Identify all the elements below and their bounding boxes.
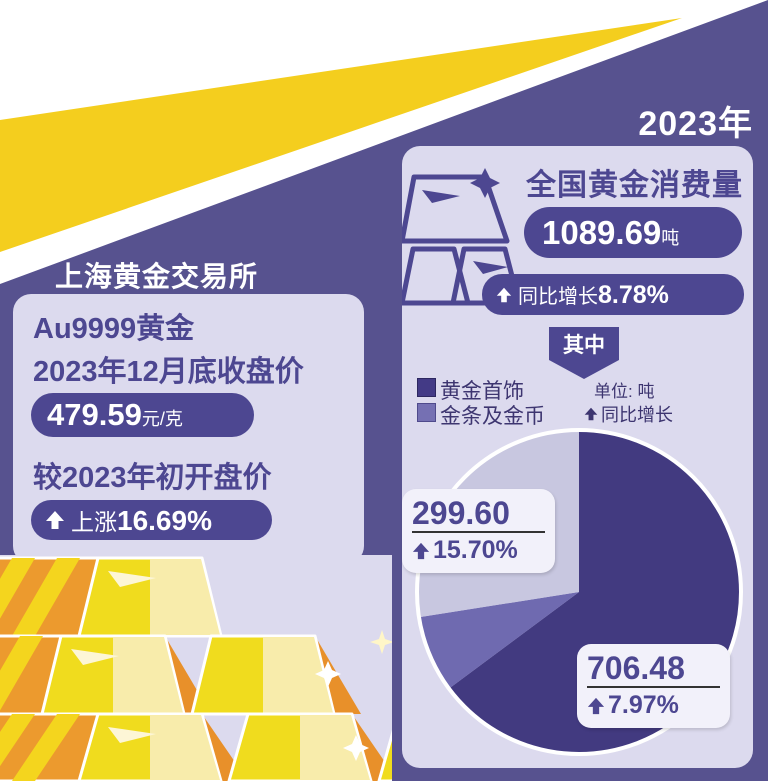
svg-text:其中: 其中	[563, 333, 605, 357]
